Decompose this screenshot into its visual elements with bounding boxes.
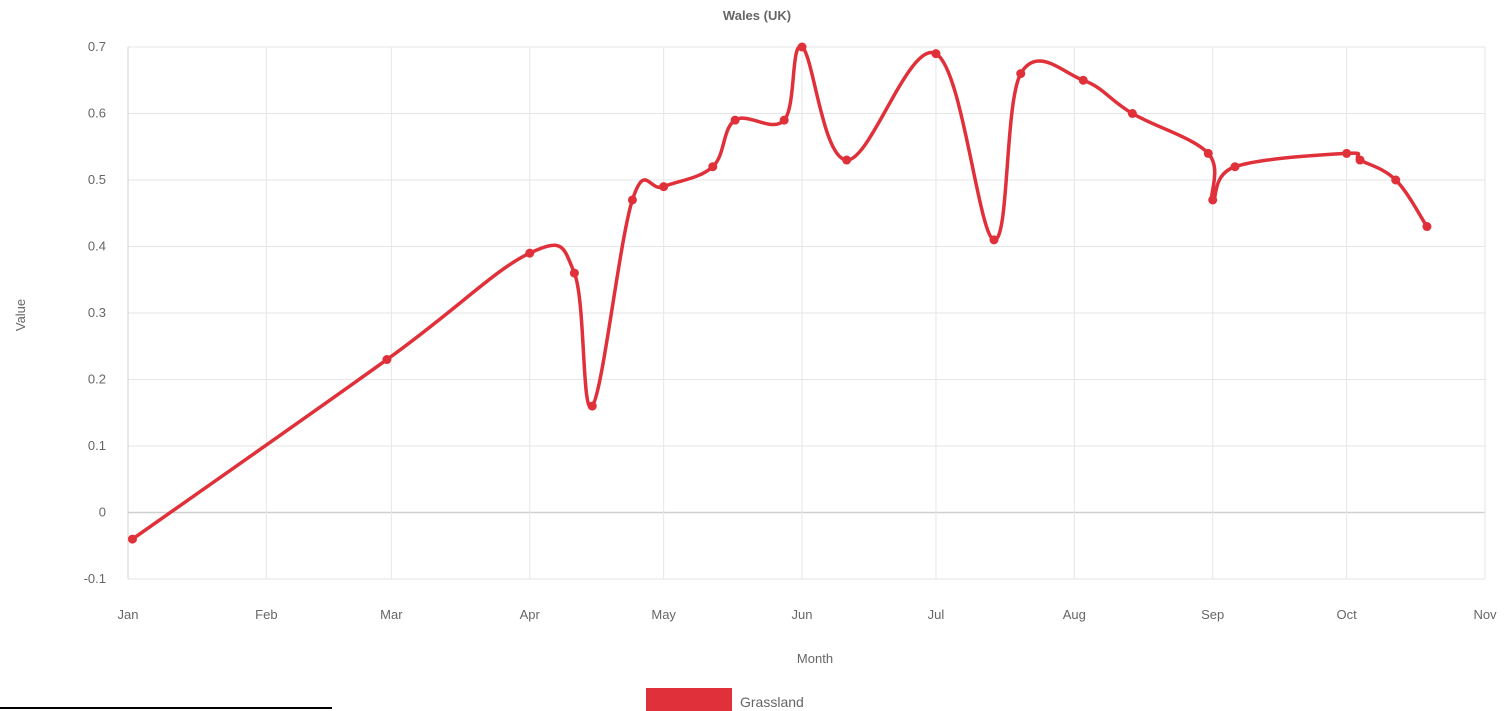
x-tick-label: Nov <box>1473 607 1497 622</box>
data-point[interactable] <box>1127 109 1137 118</box>
data-point[interactable] <box>1208 195 1218 205</box>
y-tick-label: -0.1 <box>84 571 106 586</box>
data-point[interactable] <box>127 534 137 544</box>
data-point[interactable] <box>989 235 999 245</box>
y-axis-ticks: -0.1 0 0.1 0.2 0.3 0.4 0.5 0.6 0.7 <box>84 39 106 586</box>
x-tick-label: Sep <box>1201 607 1224 622</box>
y-tick-label: 0.1 <box>88 438 106 453</box>
y-tick-label: 0 <box>99 505 106 520</box>
chart-title: Wales (UK) <box>723 8 791 23</box>
y-tick-label: 0.5 <box>88 172 106 187</box>
x-tick-label: May <box>651 607 676 622</box>
x-axis-title: Month <box>797 651 833 666</box>
x-tick-label: Aug <box>1063 607 1086 622</box>
x-tick-label: Oct <box>1337 607 1358 622</box>
x-tick-label: Mar <box>380 607 403 622</box>
data-point[interactable] <box>587 401 597 411</box>
data-point[interactable] <box>1342 148 1352 158</box>
legend[interactable]: Grassland <box>646 688 804 711</box>
data-point[interactable] <box>525 248 535 258</box>
data-point[interactable] <box>659 182 669 192</box>
data-point[interactable] <box>931 49 941 59</box>
data-point[interactable] <box>1391 175 1401 185</box>
divider-line <box>0 707 332 709</box>
data-point[interactable] <box>1078 75 1088 85</box>
y-tick-label: 0.2 <box>88 372 106 387</box>
data-point[interactable] <box>1016 69 1026 79</box>
x-tick-label: Jul <box>928 607 945 622</box>
data-point[interactable] <box>1230 162 1240 172</box>
data-point[interactable] <box>627 195 637 205</box>
data-point[interactable] <box>1422 222 1432 232</box>
x-axis-ticks: Jan Feb Mar Apr May Jun Jul Aug Sep Oct Nov <box>118 607 1498 622</box>
y-tick-label: 0.4 <box>88 239 106 254</box>
data-point[interactable] <box>569 268 579 278</box>
x-tick-label: Apr <box>520 607 541 622</box>
grid-lines <box>127 46 1486 580</box>
data-point[interactable] <box>1355 155 1365 165</box>
x-tick-label: Feb <box>255 607 277 622</box>
legend-label-grassland[interactable]: Grassland <box>740 694 804 710</box>
y-tick-label: 0.7 <box>88 39 106 54</box>
data-point[interactable] <box>1203 148 1213 158</box>
x-tick-label: Jun <box>792 607 813 622</box>
series-group <box>127 42 1432 544</box>
data-point[interactable] <box>730 115 740 125</box>
y-tick-label: 0.3 <box>88 305 106 320</box>
data-point[interactable] <box>708 162 718 172</box>
data-point[interactable] <box>842 155 852 165</box>
data-point[interactable] <box>797 42 807 52</box>
y-axis-title: Value <box>13 299 28 331</box>
legend-swatch-grassland[interactable] <box>646 688 732 711</box>
data-point[interactable] <box>382 355 392 365</box>
y-tick-label: 0.6 <box>88 106 106 121</box>
data-point[interactable] <box>779 115 789 125</box>
x-tick-label: Jan <box>118 607 139 622</box>
